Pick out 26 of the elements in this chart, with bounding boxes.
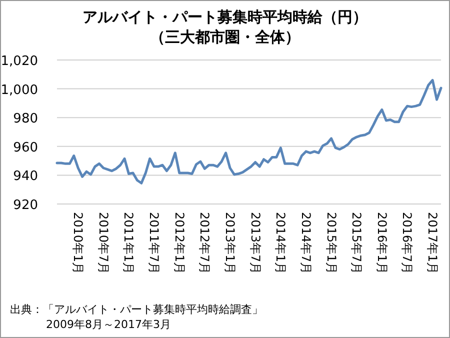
y-tick-label: 980 [13,112,38,127]
x-tick-label: 2014年7月 [298,212,313,274]
chart-subtitle: （三大都市圏・全体） [150,28,300,46]
x-tick-label: 2016年1月 [374,212,389,274]
text: 2009年8月～2017年3月 [46,318,171,331]
y-tick-label: 1,020 [0,54,38,69]
y-tick-label: 940 [13,169,38,184]
source-note: 出典：「アルバイト・パート募集時平均時給調査」 [10,303,263,316]
x-tick-label: 2010年7月 [96,212,110,274]
y-tick-label: 1,000 [0,82,38,98]
x-tick-label: 2015年1月 [324,212,338,274]
y-tick-label: 960 [13,140,38,156]
y-tick-label: 920 [13,198,38,213]
x-tick-label: 2017年1月 [426,212,440,274]
x-tick-label: 2012年1月 [172,212,186,274]
chart-title: アルバイト・パート募集時平均時給（円） [82,8,368,26]
line-series [56,78,442,184]
x-tick-label: 2011年7月 [147,212,162,274]
x-tick-label: 2013年1月 [223,212,238,274]
x-tick-label: 2010年1月 [71,212,86,274]
x-tick-label: 2013年7月 [248,212,262,274]
x-tick-label: 2011年1月 [122,212,136,274]
x-tick-label: 2012年7月 [198,212,212,274]
x-tick-label: 2014年1月 [274,212,288,274]
x-tick-label: 2015年7月 [350,212,364,274]
x-tick-label: 2016年7月 [400,212,414,274]
